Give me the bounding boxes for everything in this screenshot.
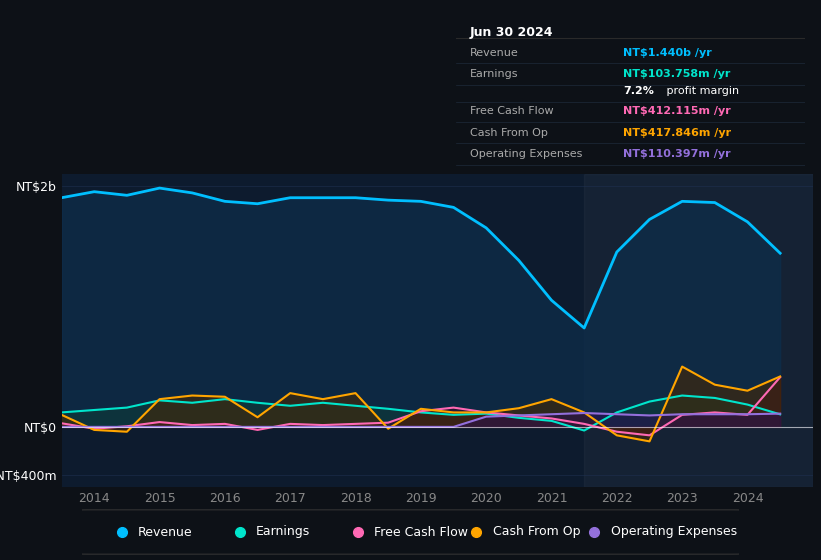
Text: Operating Expenses: Operating Expenses	[470, 150, 582, 159]
Text: Operating Expenses: Operating Expenses	[611, 525, 737, 539]
Text: Cash From Op: Cash From Op	[493, 525, 580, 539]
Text: NT$417.846m /yr: NT$417.846m /yr	[623, 128, 732, 138]
Text: profit margin: profit margin	[663, 86, 740, 96]
Text: Earnings: Earnings	[470, 69, 518, 79]
Text: NT$412.115m /yr: NT$412.115m /yr	[623, 106, 731, 116]
Text: Free Cash Flow: Free Cash Flow	[470, 106, 553, 116]
Text: NT$1.440b /yr: NT$1.440b /yr	[623, 48, 712, 58]
Text: Jun 30 2024: Jun 30 2024	[470, 26, 553, 39]
Text: Cash From Op: Cash From Op	[470, 128, 548, 138]
Text: Earnings: Earnings	[256, 525, 310, 539]
Text: NT$110.397m /yr: NT$110.397m /yr	[623, 150, 731, 159]
FancyBboxPatch shape	[76, 510, 745, 554]
Text: Revenue: Revenue	[470, 48, 518, 58]
Text: NT$103.758m /yr: NT$103.758m /yr	[623, 69, 731, 79]
Bar	[585, 174, 813, 487]
Text: Free Cash Flow: Free Cash Flow	[374, 525, 468, 539]
Text: 7.2%: 7.2%	[623, 86, 654, 96]
Text: Revenue: Revenue	[138, 525, 193, 539]
